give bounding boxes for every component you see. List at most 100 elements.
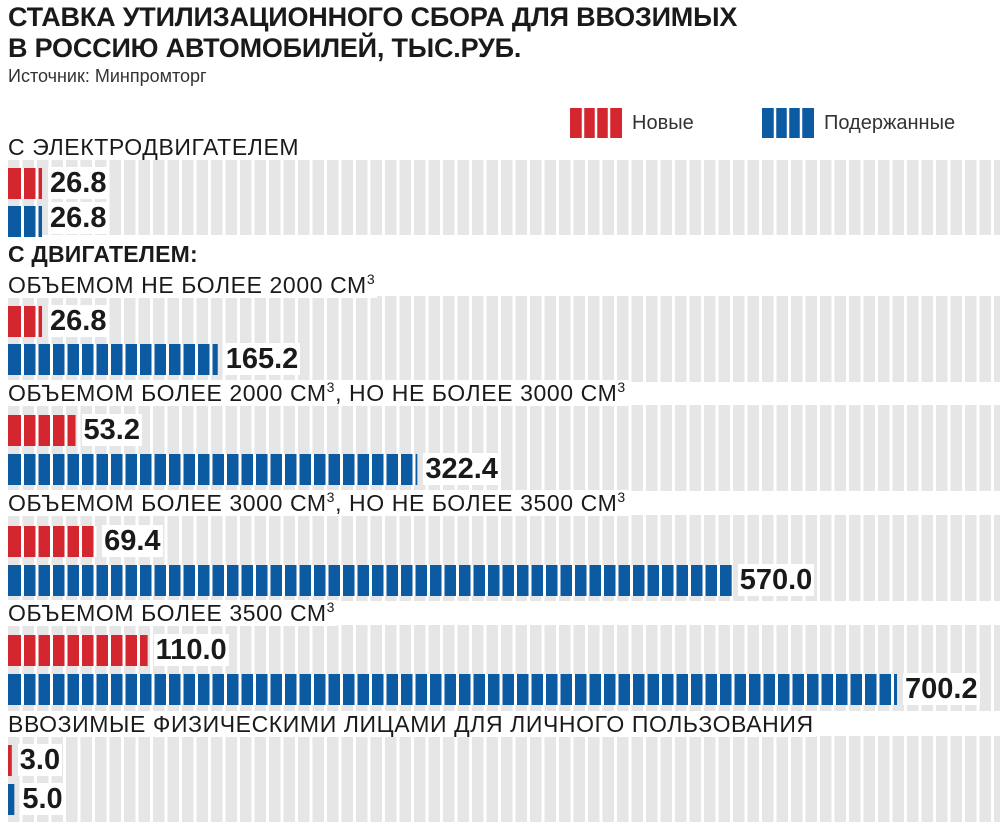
background-band-segment: [399, 405, 411, 491]
background-band-segment: [863, 625, 875, 711]
background-band-segment: [356, 625, 368, 711]
background-band-segment: [515, 160, 527, 235]
background-band-segment: [544, 625, 556, 711]
background-band-segment: [501, 405, 513, 491]
background-band-segment: [138, 515, 150, 601]
value-label-new-1: 26.8: [48, 305, 109, 337]
background-band-segment: [283, 625, 295, 711]
background-band-segment: [805, 736, 817, 822]
background-band-segment: [37, 736, 49, 822]
background-band-segment: [660, 296, 672, 382]
value-label-new-4: 110.0: [153, 634, 229, 666]
background-band-segment: [704, 296, 716, 382]
background-band-segment: [660, 625, 672, 711]
background-band-segment: [385, 160, 397, 235]
background-band-segment: [559, 296, 571, 382]
background-band-segment: [269, 736, 281, 822]
background-band-segment: [994, 160, 1000, 235]
background-band-segment: [907, 736, 919, 822]
background-band-segment: [617, 515, 629, 601]
background-band-segment: [167, 736, 179, 822]
background-band-segment: [979, 625, 991, 711]
background-band-segment: [907, 296, 919, 382]
background-band-segment: [138, 736, 150, 822]
background-band-segment: [283, 160, 295, 235]
background-band-segment: [646, 625, 658, 711]
background-band-segment: [399, 515, 411, 601]
background-band-segment: [240, 405, 252, 491]
background-band-segment: [457, 625, 469, 711]
background-band-segment: [356, 160, 368, 235]
background-band-segment: [544, 296, 556, 382]
bar-segment-gap: [862, 674, 865, 705]
category-label-4: ОБЪЕМОМ БОЛЕЕ 3500 СМ3: [8, 599, 338, 626]
background-band-segment: [109, 160, 121, 235]
legend-swatch-new: [570, 108, 622, 138]
background-band-segment: [733, 160, 745, 235]
background-band-segment: [443, 405, 455, 491]
background-band-segment: [399, 625, 411, 711]
background-band-segment: [66, 296, 78, 382]
background-band-segment: [124, 160, 136, 235]
bar-segment-gap: [456, 674, 459, 705]
background-band-segment: [153, 160, 165, 235]
bar-segment-gap: [50, 415, 53, 446]
background-band-segment: [138, 160, 150, 235]
bar-segment-gap: [296, 565, 300, 596]
bar-segment-gap: [21, 344, 24, 375]
background-band-segment: [776, 296, 788, 382]
bar-segment-gap: [702, 565, 706, 596]
background-band-segment: [863, 405, 875, 491]
background-band-segment: [834, 405, 846, 491]
background-band-segment: [37, 160, 49, 235]
background-band-segment: [385, 625, 397, 711]
background-band-segment: [443, 736, 455, 822]
background-band-segment: [646, 736, 658, 822]
background-band-segment: [617, 405, 629, 491]
background-band-segment: [370, 160, 382, 235]
background-band-segment: [689, 736, 701, 822]
background-band-segment: [820, 405, 832, 491]
bar-segment-gap: [253, 674, 256, 705]
band-group-4: [8, 625, 1000, 711]
background-band-segment: [994, 296, 1000, 382]
background-band-segment: [805, 160, 817, 235]
background-band-segment: [153, 405, 165, 491]
bar-segment-gap: [688, 565, 691, 596]
background-band-segment: [283, 296, 295, 382]
background-band-segment: [776, 160, 788, 235]
background-band-segment: [762, 296, 774, 382]
bar-segment-gap: [673, 674, 677, 705]
bar-segment-gap: [224, 454, 227, 485]
background-band-segment: [341, 160, 353, 235]
background-band-segment: [994, 625, 1000, 711]
background-band-segment: [414, 405, 426, 491]
background-band-segment: [414, 736, 426, 822]
background-band-segment: [675, 296, 687, 382]
background-band-segment: [312, 515, 324, 601]
bar-segment-gap: [746, 674, 749, 705]
background-band-segment: [109, 405, 121, 491]
bar-segment-gap: [21, 565, 24, 596]
background-band-segment: [689, 625, 701, 711]
bar-segment-gap: [180, 344, 184, 375]
value-label-new-5: 3.0: [17, 744, 63, 776]
bar-segment-gap: [659, 674, 662, 705]
bar-segment-gap: [79, 526, 82, 557]
background-band-segment: [211, 296, 223, 382]
bar-segment-gap: [340, 565, 343, 596]
background-band-segment: [443, 160, 455, 235]
bar-segment-gap: [166, 674, 169, 705]
background-band-segment: [892, 515, 904, 601]
background-band-segment: [863, 736, 875, 822]
background-band-segment: [182, 736, 194, 822]
background-band-segment: [225, 625, 237, 711]
bar-segment-gap: [151, 454, 155, 485]
bar-segment-gap: [195, 344, 198, 375]
background-band-segment: [631, 625, 643, 711]
bar-segment-gap: [238, 454, 242, 485]
background-band-segment: [501, 736, 513, 822]
legend-label-new: Новые: [632, 111, 694, 134]
background-band-segment: [327, 736, 339, 822]
background-band-segment: [617, 736, 629, 822]
